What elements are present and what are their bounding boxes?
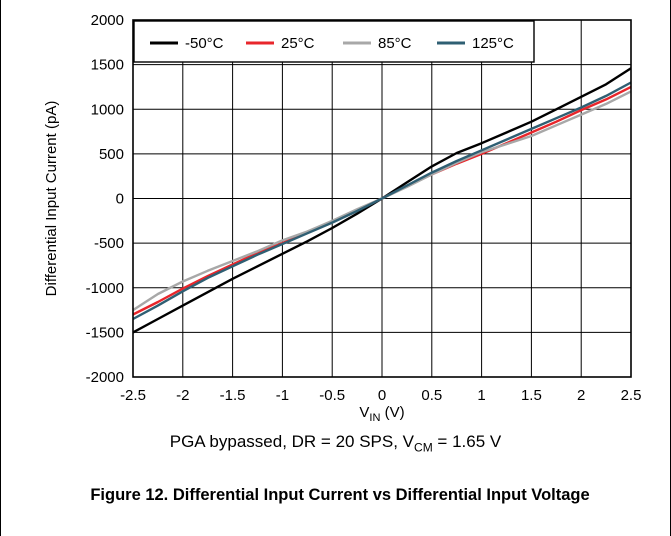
figure-title: Figure 12. Differential Input Current vs…	[90, 486, 590, 504]
x-tick-label: 1.5	[521, 387, 542, 404]
legend-label: -50°C	[185, 35, 224, 52]
y-tick-label: 500	[99, 146, 124, 163]
x-tick-label: 0	[378, 387, 386, 404]
y-tick-labels: 2000 1500 1000 500 0 -500 -1000 -1500 -2000	[86, 12, 124, 386]
test-conditions-tail: = 1.65 V	[432, 432, 502, 451]
series-line-125C	[132, 81, 632, 321]
chart-series	[132, 67, 632, 334]
x-tick-label: 2	[577, 387, 585, 404]
x-tick-label: 0.5	[421, 387, 442, 404]
x-tick-label: -2	[176, 387, 189, 404]
y-tick-label: 1000	[91, 101, 124, 118]
x-tick-label: -1.5	[220, 387, 246, 404]
test-conditions: PGA bypassed, DR = 20 SPS, VCM = 1.65 V	[0, 432, 671, 454]
y-tick-label: 0	[116, 191, 124, 208]
x-tick-label: 2.5	[621, 387, 642, 404]
chart-legend: -50°C 25°C 85°C 125°C	[133, 20, 535, 63]
legend-label: 125°C	[472, 35, 514, 52]
legend-box	[133, 20, 535, 63]
legend-label: 25°C	[281, 35, 315, 52]
plot-border	[132, 19, 632, 378]
x-tick-label: -0.5	[319, 387, 345, 404]
x-tick-label: -2.5	[120, 387, 146, 404]
x-tick-label: 1	[477, 387, 485, 404]
y-tick-label: 2000	[91, 12, 124, 29]
y-tick-label: -500	[94, 235, 124, 252]
y-tick-label: -1000	[86, 280, 124, 297]
x-axis-label: VIN (V)	[359, 404, 404, 424]
x-tick-label: -1	[276, 387, 289, 404]
test-conditions-subscript: CM	[414, 440, 433, 455]
y-tick-label: -2000	[86, 369, 124, 386]
test-conditions-text: PGA bypassed, DR = 20 SPS, V	[169, 432, 415, 451]
legend-label: 85°C	[378, 35, 412, 52]
x-tick-labels: -2.5 -2 -1.5 -1 -0.5 0 0.5 1 1.5 2 2.5	[120, 387, 641, 404]
y-tick-label: -1500	[86, 324, 124, 341]
y-axis-label: Differential Input Current (pA)	[43, 101, 60, 297]
y-tick-label: 1500	[91, 57, 124, 74]
